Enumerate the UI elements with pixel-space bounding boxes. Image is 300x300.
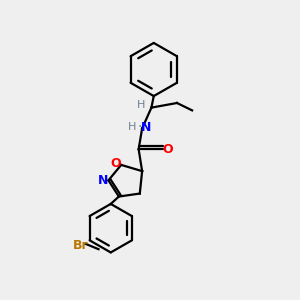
Text: N: N bbox=[141, 121, 152, 134]
Text: H: H bbox=[128, 122, 136, 132]
Text: Br: Br bbox=[73, 239, 88, 252]
Text: N: N bbox=[98, 174, 109, 187]
Text: O: O bbox=[111, 157, 122, 170]
Text: ·: · bbox=[138, 120, 142, 134]
Text: O: O bbox=[163, 143, 173, 156]
Text: H: H bbox=[137, 100, 145, 110]
